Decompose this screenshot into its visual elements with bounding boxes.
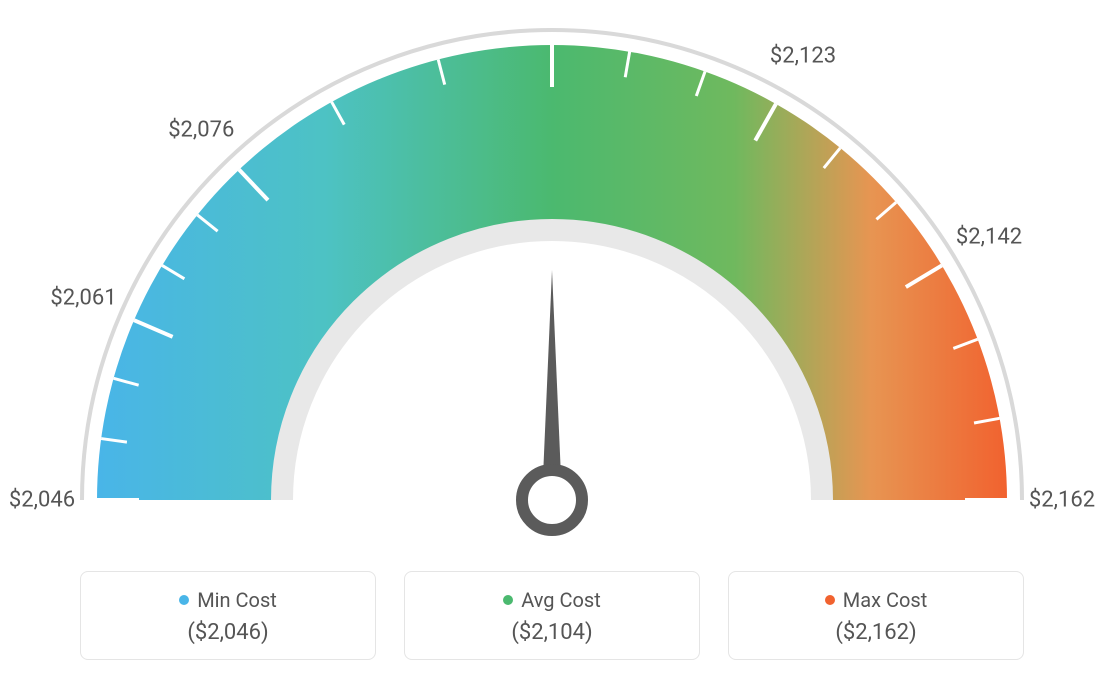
legend-value-min: ($2,046) — [81, 620, 375, 645]
legend-card-avg: Avg Cost ($2,104) — [404, 571, 700, 660]
gauge-tick-label: $2,162 — [1029, 488, 1095, 513]
legend-dot-min — [179, 595, 189, 605]
legend-title-text: Avg Cost — [521, 588, 601, 612]
gauge-needle-hub — [522, 470, 582, 530]
gauge-container: $2,046$2,061$2,076$2,104$2,123$2,142$2,1… — [42, 10, 1062, 550]
gauge-tick-label: $2,123 — [770, 44, 836, 69]
legend-title-avg: Avg Cost — [503, 588, 601, 612]
gauge-tick-label: $2,046 — [9, 488, 75, 513]
legend-dot-max — [825, 595, 835, 605]
gauge-tick-label: $2,142 — [956, 225, 1022, 250]
legend-value-avg: ($2,104) — [405, 620, 699, 645]
gauge-tick-label: $2,104 — [519, 0, 585, 3]
legend-title-max: Max Cost — [825, 588, 928, 612]
legend-card-max: Max Cost ($2,162) — [728, 571, 1024, 660]
legend-title-text: Min Cost — [197, 588, 277, 612]
gauge-tick-label: $2,076 — [168, 117, 234, 142]
legend-row: Min Cost ($2,046) Avg Cost ($2,104) Max Cost… — [80, 571, 1024, 660]
legend-card-min: Min Cost ($2,046) — [80, 571, 376, 660]
gauge-svg — [42, 10, 1062, 550]
legend-title-min: Min Cost — [179, 588, 277, 612]
legend-value-max: ($2,162) — [729, 620, 1023, 645]
gauge-tick-label: $2,061 — [50, 286, 116, 311]
legend-dot-avg — [503, 595, 513, 605]
legend-title-text: Max Cost — [843, 588, 928, 612]
